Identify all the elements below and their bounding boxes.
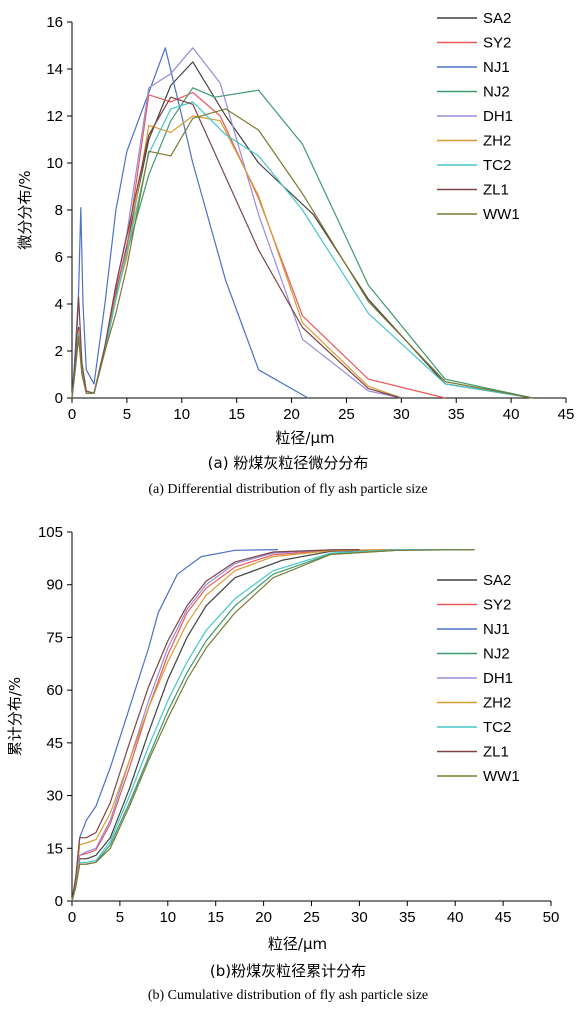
diff-series-line-nj1 (71, 47, 309, 399)
diff-y-tick-label: 0 (55, 390, 63, 407)
diff-series-line-nj2 (71, 87, 534, 399)
diff-x-tick-label: 20 (283, 406, 300, 423)
diff-y-tick-label: 6 (55, 249, 63, 266)
cum-y-tick-label: 0 (55, 893, 63, 910)
cum-series-line-sy2 (71, 549, 398, 902)
cum-x-tick-label: 35 (399, 909, 416, 926)
cum-y-axis-title: 累计分布/% (6, 677, 24, 756)
cum-series-line-zl1 (71, 549, 360, 902)
cum-y-tick-label: 15 (46, 840, 63, 857)
cum-series-line-zh2 (71, 549, 398, 902)
cum-legend-label-zl1: ZL1 (483, 744, 509, 761)
diff-y-tick-label: 2 (55, 343, 63, 360)
diff-legend-label-dh1: DH1 (483, 108, 513, 125)
diff-x-tick-label: 30 (393, 406, 410, 423)
cum-y-tick-label: 45 (46, 735, 63, 752)
cum-legend-label-nj2: NJ2 (483, 646, 510, 663)
cum-series-line-tc2 (71, 549, 475, 902)
diff-y-tick-label: 4 (55, 296, 63, 313)
cum-legend-label-sy2: SY2 (483, 597, 511, 614)
diff-x-tick-label: 35 (448, 406, 465, 423)
cum-y-tick-label: 60 (46, 682, 63, 699)
diff-caption-en: (a) Differential distribution of fly ash… (148, 482, 427, 497)
cum-x-tick-label: 0 (68, 909, 76, 926)
diff-x-tick-label: 0 (68, 406, 76, 423)
diff-legend-label-tc2: TC2 (483, 157, 511, 174)
diff-x-tick-label: 45 (558, 406, 575, 423)
cum-series-line-ww1 (71, 549, 475, 902)
cum-x-tick-label: 15 (207, 909, 224, 926)
diff-legend-label-sa2: SA2 (483, 10, 511, 27)
diff-legend-label-nj1: NJ1 (483, 59, 510, 76)
cum-legend-label-zh2: ZH2 (483, 695, 511, 712)
cum-x-axis-title: 粒径/μm (268, 935, 327, 953)
cum-x-tick-label: 5 (116, 909, 124, 926)
diff-y-tick-label: 8 (55, 202, 63, 219)
cum-y-tick-label: 75 (46, 629, 63, 646)
cum-x-tick-label: 50 (543, 909, 560, 926)
cum-series-line-sa2 (71, 549, 475, 902)
diff-y-tick-label: 16 (46, 14, 63, 31)
diff-x-tick-label: 5 (123, 406, 131, 423)
diff-x-axis-title: 粒径/μm (275, 429, 334, 447)
diff-x-tick-label: 15 (228, 406, 245, 423)
cum-x-tick-label: 30 (351, 909, 368, 926)
diff-x-tick-label: 25 (338, 406, 355, 423)
diff-series-line-zl1 (71, 96, 402, 399)
cum-legend-label-nj1: NJ1 (483, 621, 510, 638)
diff-legend-label-sy2: SY2 (483, 35, 511, 52)
cum-x-tick-label: 25 (303, 909, 320, 926)
cum-y-tick-label: 30 (46, 788, 63, 805)
diff-series-line-ww1 (71, 108, 534, 399)
diff-x-tick-label: 40 (503, 406, 520, 423)
cum-x-tick-label: 10 (159, 909, 176, 926)
diff-legend-label-zh2: ZH2 (483, 133, 511, 150)
diff-legend-label-zl1: ZL1 (483, 182, 509, 199)
diff-legend-label-ww1: WW1 (483, 206, 520, 223)
cum-caption-en: (b) Cumulative distribution of fly ash p… (148, 988, 428, 1003)
diff-y-tick-label: 10 (46, 155, 63, 172)
cum-series-line-dh1 (71, 549, 360, 902)
diff-y-axis-title: 微分分布/% (16, 170, 34, 249)
diff-legend-label-nj2: NJ2 (483, 84, 510, 101)
diff-x-tick-label: 10 (173, 406, 190, 423)
cum-x-tick-label: 45 (495, 909, 512, 926)
diff-y-tick-label: 12 (46, 108, 63, 125)
cum-legend-label-ww1: WW1 (483, 768, 520, 785)
cum-legend-label-dh1: DH1 (483, 670, 513, 687)
cum-y-tick-label: 105 (38, 524, 63, 541)
cum-caption-cn: (b)粉煤灰粒径累计分布 (210, 962, 366, 980)
cum-y-tick-label: 90 (46, 577, 63, 594)
cum-series-line-nj2 (71, 549, 475, 902)
cum-legend-label-tc2: TC2 (483, 719, 511, 736)
cum-legend-label-sa2: SA2 (483, 572, 511, 589)
diff-series-line-dh1 (71, 47, 402, 399)
diff-y-tick-label: 14 (46, 61, 63, 78)
diff-caption-cn: (a) 粉煤灰粒径微分分布 (208, 454, 369, 472)
cum-x-tick-label: 20 (255, 909, 272, 926)
cum-x-tick-label: 40 (447, 909, 464, 926)
